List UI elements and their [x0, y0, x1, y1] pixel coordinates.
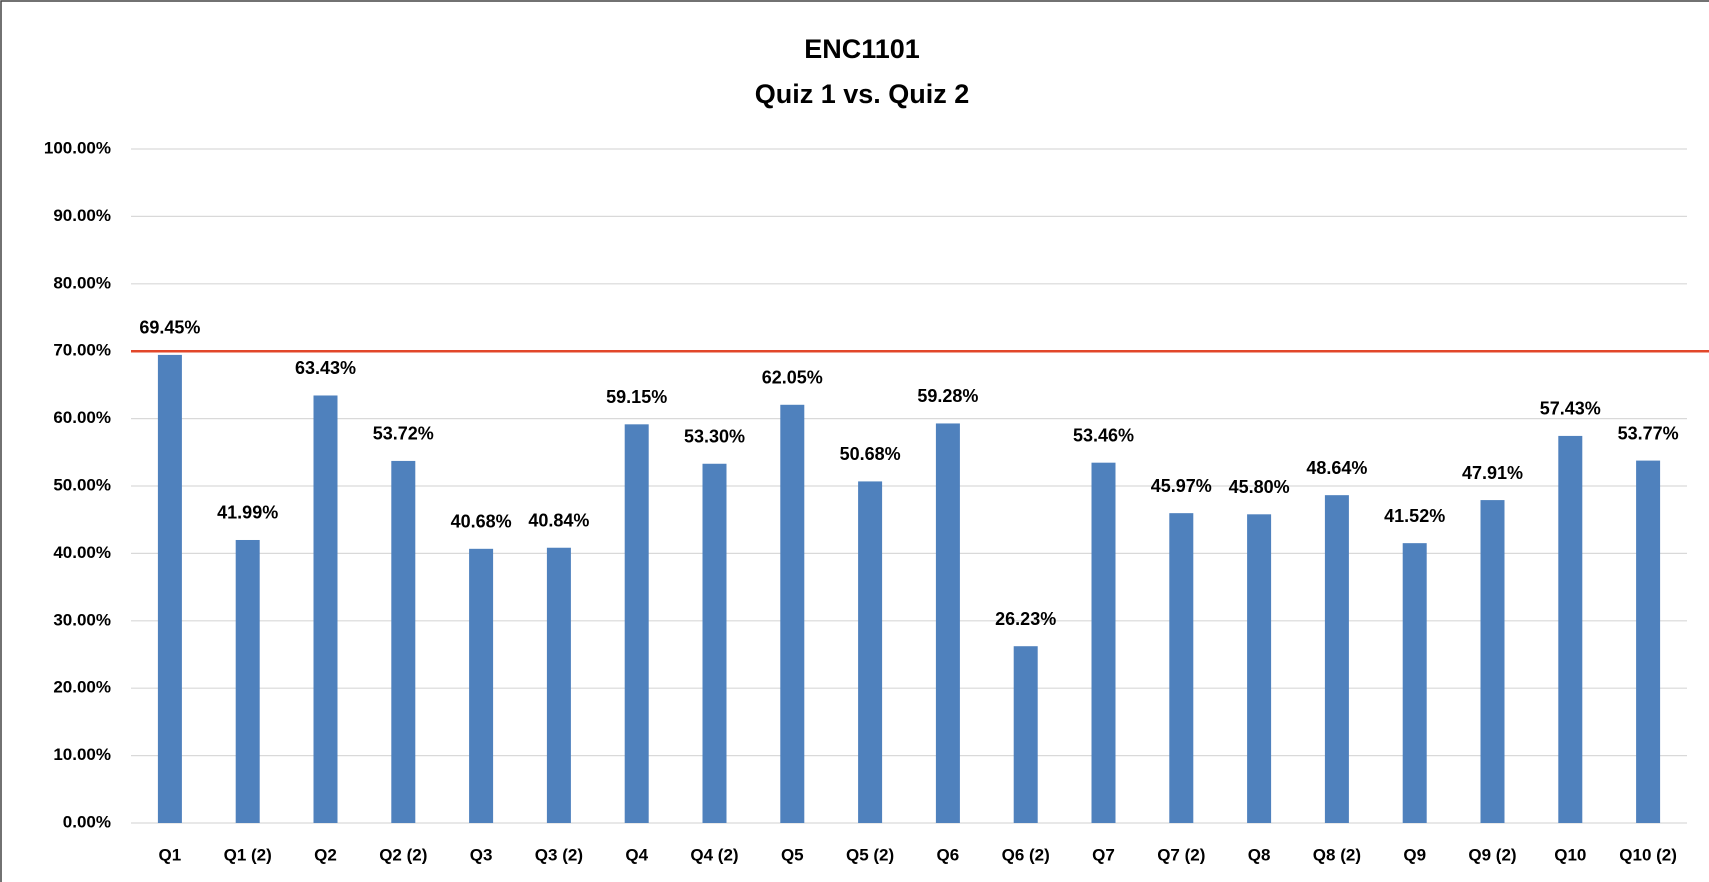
- y-tick-label: 60.00%: [53, 408, 111, 427]
- x-tick-label: Q10 (2): [1619, 845, 1677, 864]
- bar: [1324, 495, 1349, 823]
- bar: [157, 354, 182, 823]
- bar: [1247, 514, 1272, 823]
- bar: [1013, 646, 1038, 823]
- bar: [1402, 543, 1427, 823]
- y-tick-label: 80.00%: [53, 273, 111, 292]
- data-label: 53.30%: [684, 427, 745, 447]
- chart-subtitle: Quiz 1 vs. Quiz 2: [755, 79, 970, 109]
- x-tick-label: Q5 (2): [846, 845, 894, 864]
- y-tick-label: 0.00%: [63, 812, 111, 831]
- x-tick-label: Q4 (2): [690, 845, 738, 864]
- y-tick-label: 40.00%: [53, 543, 111, 562]
- bar: [469, 548, 494, 823]
- x-tick-label: Q10: [1554, 845, 1586, 864]
- data-label: 59.15%: [606, 387, 667, 407]
- bar: [1169, 513, 1194, 823]
- data-label: 53.77%: [1618, 423, 1679, 443]
- data-label: 48.64%: [1306, 458, 1367, 478]
- data-label: 40.84%: [528, 510, 589, 530]
- data-label: 63.43%: [295, 358, 356, 378]
- y-tick-label: 70.00%: [53, 341, 111, 360]
- y-tick-label: 30.00%: [53, 610, 111, 629]
- data-label: 69.45%: [139, 318, 200, 338]
- data-label: 45.80%: [1229, 477, 1290, 497]
- x-tick-label: Q3 (2): [535, 845, 583, 864]
- y-tick-label: 50.00%: [53, 475, 111, 494]
- data-label: 62.05%: [762, 368, 823, 388]
- x-tick-label: Q2: [314, 845, 337, 864]
- bar: [546, 547, 571, 823]
- x-tick-label: Q3: [470, 845, 493, 864]
- x-tick-label: Q7: [1092, 845, 1115, 864]
- x-tick-label: Q7 (2): [1157, 845, 1205, 864]
- bar: [935, 423, 960, 823]
- data-label: 53.72%: [373, 424, 434, 444]
- data-label: 41.52%: [1384, 506, 1445, 526]
- y-tick-label: 20.00%: [53, 678, 111, 697]
- x-tick-label: Q9 (2): [1468, 845, 1516, 864]
- bar: [313, 395, 338, 823]
- x-tick-label: Q8 (2): [1313, 845, 1361, 864]
- bar: [391, 460, 416, 823]
- x-tick-label: Q5: [781, 845, 804, 864]
- x-tick-label: Q2 (2): [379, 845, 427, 864]
- data-label: 50.68%: [840, 444, 901, 464]
- y-tick-label: 90.00%: [53, 206, 111, 225]
- bar: [780, 404, 805, 823]
- data-label: 40.68%: [451, 512, 512, 532]
- data-label: 53.46%: [1073, 425, 1134, 445]
- data-label: 26.23%: [995, 609, 1056, 629]
- bar: [858, 481, 883, 823]
- bar: [1636, 460, 1661, 823]
- x-tick-label: Q6: [937, 845, 960, 864]
- bar: [235, 539, 260, 823]
- data-label: 41.99%: [217, 503, 278, 523]
- x-tick-label: Q6 (2): [1002, 845, 1050, 864]
- x-tick-label: Q4: [625, 845, 648, 864]
- x-tick-label: Q1: [159, 845, 182, 864]
- data-label: 47.91%: [1462, 463, 1523, 483]
- bar: [1558, 435, 1583, 823]
- data-label: 59.28%: [917, 386, 978, 406]
- x-tick-label: Q1 (2): [224, 845, 272, 864]
- x-tick-label: Q8: [1248, 845, 1271, 864]
- data-label: 57.43%: [1540, 399, 1601, 419]
- chart-title: ENC1101: [804, 34, 920, 64]
- x-tick-label: Q9: [1403, 845, 1426, 864]
- bar: [624, 424, 649, 823]
- y-tick-label: 10.00%: [53, 745, 111, 764]
- bar: [1480, 500, 1505, 823]
- data-label: 45.97%: [1151, 476, 1212, 496]
- bar: [702, 463, 727, 823]
- bar: [1091, 462, 1116, 823]
- y-tick-label: 100.00%: [44, 138, 111, 157]
